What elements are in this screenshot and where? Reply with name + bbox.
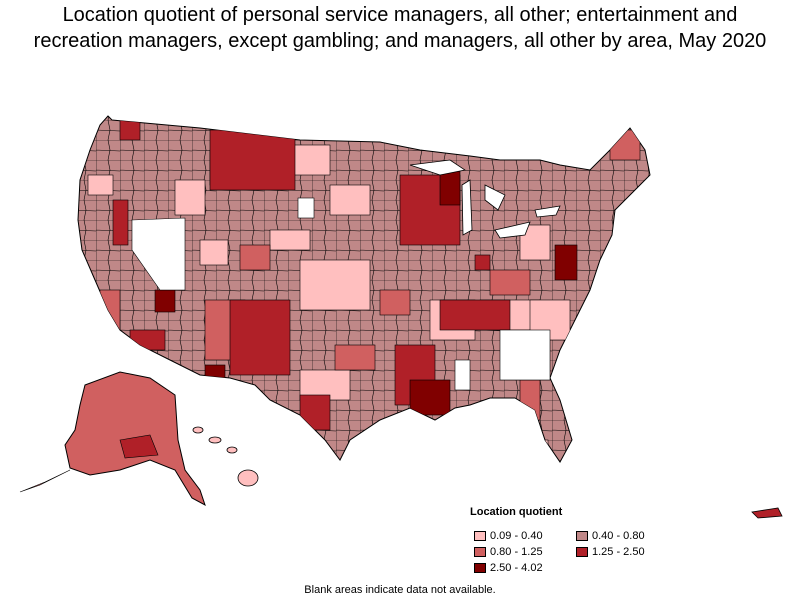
legend-label-5: 2.50 - 4.02 — [490, 562, 543, 574]
map-title: Location quotient of personal service ma… — [0, 2, 800, 54]
legend-item-1: 0.09 - 0.40 — [474, 530, 543, 542]
no-data-areas — [131, 197, 551, 391]
alaska — [19, 371, 206, 507]
legend-swatch-4 — [576, 547, 588, 558]
top-lq-areas — [154, 169, 578, 416]
legend-label-2: 0.40 - 0.80 — [592, 530, 645, 542]
footnote: Blank areas indicate data not available. — [304, 584, 496, 596]
legend-swatch-5 — [474, 563, 486, 574]
puerto-rico — [751, 507, 783, 519]
legend-item-5: 2.50 - 4.02 — [474, 562, 543, 574]
hawaii — [192, 426, 259, 487]
map-title-line-1: Location quotient of personal service ma… — [62, 4, 738, 26]
legend-item-3: 0.80 - 1.25 — [474, 546, 543, 558]
map-title-line-2: recreation managers, except gambling; an… — [33, 30, 767, 52]
legend-title: Location quotient — [470, 506, 563, 518]
legend-label-4: 1.25 - 2.50 — [592, 546, 645, 558]
legend-label-3: 0.80 - 1.25 — [490, 546, 543, 558]
map-legend: Location quotient 0.09 - 0.40 0.40 - 0.8… — [470, 506, 710, 576]
legend-swatch-2 — [576, 531, 588, 542]
great-lakes — [409, 159, 561, 239]
legend-swatch-1 — [474, 531, 486, 542]
high-lq-areas — [112, 119, 511, 431]
legend-item-4: 1.25 - 2.50 — [576, 546, 645, 558]
us-contiguous — [77, 115, 651, 463]
legend-label-1: 0.09 - 0.40 — [490, 530, 543, 542]
legend-item-2: 0.40 - 0.80 — [576, 530, 645, 542]
legend-swatch-3 — [474, 547, 486, 558]
